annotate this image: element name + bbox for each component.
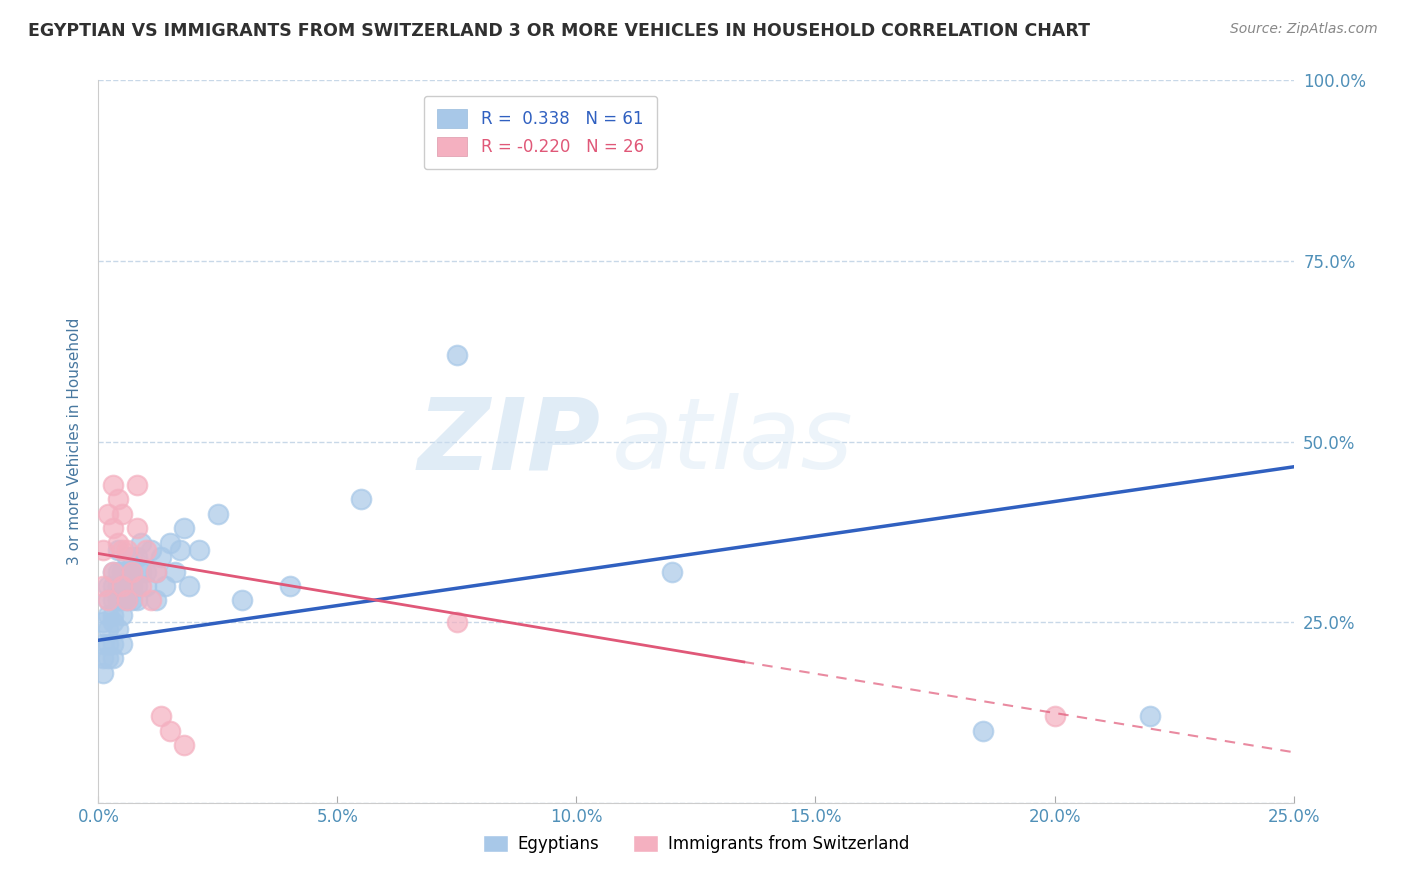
Point xyxy=(661,565,683,579)
Point xyxy=(97,607,120,622)
Legend: Egyptians, Immigrants from Switzerland: Egyptians, Immigrants from Switzerland xyxy=(477,828,915,860)
Point xyxy=(173,738,195,752)
Point xyxy=(101,607,124,622)
Point xyxy=(111,579,134,593)
Point xyxy=(107,542,129,557)
Point xyxy=(97,507,120,521)
Point xyxy=(135,542,157,557)
Text: EGYPTIAN VS IMMIGRANTS FROM SWITZERLAND 3 OR MORE VEHICLES IN HOUSEHOLD CORRELAT: EGYPTIAN VS IMMIGRANTS FROM SWITZERLAND … xyxy=(28,22,1090,40)
Point xyxy=(350,492,373,507)
Point xyxy=(115,593,138,607)
Point xyxy=(101,521,124,535)
Point xyxy=(91,665,114,680)
Point xyxy=(145,565,167,579)
Point xyxy=(101,615,124,630)
Point xyxy=(91,542,114,557)
Point xyxy=(97,579,120,593)
Point xyxy=(131,565,153,579)
Point xyxy=(135,565,157,579)
Point xyxy=(91,615,114,630)
Point xyxy=(231,593,253,607)
Point xyxy=(169,542,191,557)
Point xyxy=(107,623,129,637)
Point xyxy=(125,550,148,565)
Point xyxy=(111,565,134,579)
Text: Source: ZipAtlas.com: Source: ZipAtlas.com xyxy=(1230,22,1378,37)
Point xyxy=(111,607,134,622)
Text: atlas: atlas xyxy=(613,393,853,490)
Point xyxy=(173,521,195,535)
Point xyxy=(115,593,138,607)
Point xyxy=(446,615,468,630)
Point xyxy=(125,521,148,535)
Point xyxy=(97,623,120,637)
Point xyxy=(101,565,124,579)
Point xyxy=(97,593,120,607)
Point xyxy=(97,593,120,607)
Point xyxy=(97,637,120,651)
Point xyxy=(972,723,994,738)
Point xyxy=(91,637,114,651)
Point xyxy=(101,579,124,593)
Point xyxy=(135,579,157,593)
Point xyxy=(101,593,124,607)
Point xyxy=(121,565,143,579)
Point xyxy=(115,579,138,593)
Point xyxy=(121,550,143,565)
Point xyxy=(125,478,148,492)
Point xyxy=(139,542,162,557)
Point xyxy=(115,565,138,579)
Point xyxy=(125,593,148,607)
Point xyxy=(159,723,181,738)
Y-axis label: 3 or more Vehicles in Household: 3 or more Vehicles in Household xyxy=(66,318,82,566)
Point xyxy=(131,535,153,549)
Point xyxy=(111,593,134,607)
Point xyxy=(107,535,129,549)
Point xyxy=(91,651,114,665)
Text: ZIP: ZIP xyxy=(418,393,600,490)
Point xyxy=(97,651,120,665)
Point xyxy=(207,507,229,521)
Point xyxy=(111,637,134,651)
Point xyxy=(1043,709,1066,723)
Point xyxy=(121,593,143,607)
Point xyxy=(101,637,124,651)
Point xyxy=(111,579,134,593)
Point xyxy=(155,579,177,593)
Point xyxy=(111,507,134,521)
Point xyxy=(121,579,143,593)
Point xyxy=(107,593,129,607)
Point xyxy=(145,593,167,607)
Point xyxy=(278,579,301,593)
Point xyxy=(1139,709,1161,723)
Point xyxy=(125,579,148,593)
Point xyxy=(115,542,138,557)
Point xyxy=(115,550,138,565)
Point xyxy=(107,492,129,507)
Point xyxy=(149,550,172,565)
Point xyxy=(107,565,129,579)
Point xyxy=(139,593,162,607)
Point xyxy=(145,565,167,579)
Point xyxy=(179,579,201,593)
Point xyxy=(149,709,172,723)
Point xyxy=(107,579,129,593)
Point xyxy=(131,579,153,593)
Point xyxy=(101,478,124,492)
Point xyxy=(101,565,124,579)
Point xyxy=(111,542,134,557)
Point xyxy=(121,565,143,579)
Point xyxy=(163,565,186,579)
Point xyxy=(91,579,114,593)
Point xyxy=(187,542,209,557)
Point xyxy=(159,535,181,549)
Point xyxy=(101,651,124,665)
Point xyxy=(446,348,468,362)
